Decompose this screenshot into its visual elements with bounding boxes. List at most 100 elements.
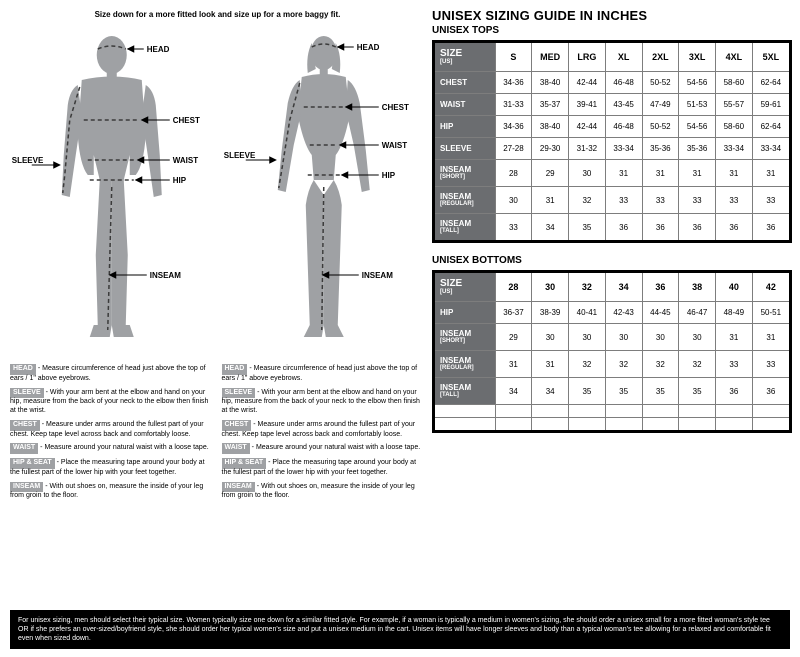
cell: 35-36	[679, 138, 716, 160]
cell: 42-44	[569, 72, 606, 94]
cell: 43-45	[605, 94, 642, 116]
cell: 38-39	[532, 302, 569, 324]
cell: 46-47	[679, 302, 716, 324]
cell: 31	[532, 351, 569, 378]
cell: 33-34	[605, 138, 642, 160]
row-header: HIP	[434, 302, 496, 324]
table-row: HIP36-3738-3940-4142-4344-4546-4748-4950…	[434, 302, 791, 324]
cell: 33	[495, 214, 532, 242]
cell: 33	[752, 351, 790, 378]
cell: 36	[642, 214, 679, 242]
cell: 31	[532, 187, 569, 214]
cell: 31	[605, 160, 642, 187]
table-row: SLEEVE27-2829-3031-3233-3435-3635-3633-3…	[434, 138, 791, 160]
cell	[715, 405, 752, 418]
cell: 32	[569, 187, 606, 214]
def-label: WAIST	[10, 443, 38, 454]
size-header: SIZE[US]	[434, 272, 496, 302]
cell: 50-52	[642, 72, 679, 94]
label-chest: CHEST	[173, 116, 200, 125]
col-header: 2XL	[642, 42, 679, 72]
table-row: INSEAM[TALL]3334353636363636	[434, 214, 791, 242]
cell: 27-28	[495, 138, 532, 160]
cell: 30	[495, 187, 532, 214]
cell: 31-33	[495, 94, 532, 116]
cell: 35	[605, 378, 642, 405]
cell: 54-56	[679, 72, 716, 94]
cell: 29	[495, 324, 532, 351]
cell: 33	[679, 187, 716, 214]
col-header: S	[495, 42, 532, 72]
cell: 33	[642, 187, 679, 214]
size-header: SIZE[US]	[434, 42, 496, 72]
table-row: INSEAM[REGULAR]3131323232323333	[434, 351, 791, 378]
cell	[752, 405, 790, 418]
col-header: 38	[679, 272, 716, 302]
cell: 33	[605, 187, 642, 214]
def-label: HEAD	[222, 364, 248, 375]
cell: 33	[715, 351, 752, 378]
def-label: SLEEVE	[222, 388, 256, 399]
cell: 35	[679, 378, 716, 405]
bottoms-table: SIZE[US]2830323436384042HIP36-3738-3940-…	[432, 270, 792, 433]
figure-female: HEAD CHEST WAIST HIP SLEEVE INSEAM HEAD-…	[222, 25, 426, 505]
table-row: INSEAM[TALL]3434353535353636	[434, 378, 791, 405]
cell: 35	[569, 214, 606, 242]
cell	[495, 405, 532, 418]
cell: 31	[642, 160, 679, 187]
table-row	[434, 405, 791, 418]
col-header: LRG	[569, 42, 606, 72]
bottoms-title: UNISEX BOTTOMS	[432, 255, 792, 266]
cell	[605, 418, 642, 432]
cell: 32	[642, 351, 679, 378]
col-header: 36	[642, 272, 679, 302]
cell	[752, 418, 790, 432]
cell	[532, 405, 569, 418]
cell: 46-48	[605, 116, 642, 138]
cell: 31	[679, 160, 716, 187]
label-waist: WAIST	[381, 141, 406, 150]
cell: 29-30	[532, 138, 569, 160]
row-header: CHEST	[434, 72, 496, 94]
def-label: INSEAM	[222, 482, 255, 493]
label-waist: WAIST	[173, 156, 198, 165]
cell: 34	[532, 378, 569, 405]
cell: 30	[679, 324, 716, 351]
row-header	[434, 418, 496, 432]
row-header: SLEEVE	[434, 138, 496, 160]
row-header: WAIST	[434, 94, 496, 116]
cell: 36-37	[495, 302, 532, 324]
col-header: 30	[532, 272, 569, 302]
cell: 44-45	[642, 302, 679, 324]
cell: 33-34	[752, 138, 790, 160]
table-row: HIP34-3638-4042-4446-4850-5254-5658-6062…	[434, 116, 791, 138]
label-hip: HIP	[173, 176, 187, 185]
col-header: 34	[605, 272, 642, 302]
cell: 58-60	[715, 72, 752, 94]
cell: 28	[495, 160, 532, 187]
left-panel: Size down for a more fitted look and siz…	[10, 10, 425, 505]
col-header: XL	[605, 42, 642, 72]
cell: 30	[642, 324, 679, 351]
row-header: INSEAM[SHORT]	[434, 160, 496, 187]
male-silhouette: HEAD CHEST WAIST HIP SLEEVE INSEAM	[10, 25, 214, 355]
cell: 55-57	[715, 94, 752, 116]
label-hip: HIP	[381, 171, 395, 180]
label-head: HEAD	[147, 45, 170, 54]
cell	[715, 418, 752, 432]
row-header: INSEAM[TALL]	[434, 378, 496, 405]
table-row: INSEAM[SHORT]2930303030303131	[434, 324, 791, 351]
cell: 35	[642, 378, 679, 405]
col-header: 4XL	[715, 42, 752, 72]
row-header	[434, 405, 496, 418]
cell: 35-37	[532, 94, 569, 116]
tops-title: UNISEX TOPS	[432, 25, 792, 36]
cell: 48-49	[715, 302, 752, 324]
cell: 31	[715, 160, 752, 187]
cell: 34	[495, 378, 532, 405]
col-header: 3XL	[679, 42, 716, 72]
tops-table: SIZE[US]SMEDLRGXL2XL3XL4XL5XLCHEST34-363…	[432, 40, 792, 243]
cell: 62-64	[752, 72, 790, 94]
cell: 35	[569, 378, 606, 405]
cell: 39-41	[569, 94, 606, 116]
